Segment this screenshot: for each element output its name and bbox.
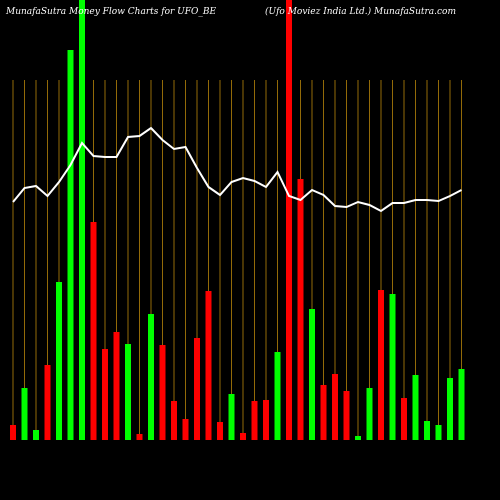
bar (228, 394, 235, 440)
bar (136, 434, 143, 440)
bar (240, 433, 246, 440)
bar (125, 344, 131, 440)
bar (10, 425, 16, 440)
bar (79, 0, 85, 440)
bar (113, 332, 120, 440)
bar (251, 401, 258, 440)
bar (401, 398, 407, 440)
bar (67, 50, 74, 440)
bar (286, 0, 292, 440)
bar (366, 388, 373, 440)
bar (148, 314, 154, 440)
plot-area (10, 0, 465, 440)
bar (205, 291, 212, 440)
bar (102, 349, 108, 440)
bar (159, 345, 166, 440)
bar (171, 401, 177, 440)
bar (194, 338, 200, 440)
bar (90, 222, 97, 440)
bar (21, 388, 28, 440)
bar (263, 400, 269, 440)
bar (447, 378, 453, 440)
bar (412, 375, 419, 440)
bar (332, 374, 338, 440)
bar (182, 419, 189, 440)
bar (56, 282, 62, 440)
bar (424, 421, 430, 440)
bar (309, 309, 315, 440)
bar (33, 430, 39, 440)
bar (274, 352, 281, 440)
chart-subtitle: (Ufo Moviez India Ltd.) MunafaSutra.com (265, 6, 456, 17)
chart-title: MunafaSutra Money Flow Charts for UFO_BE (5, 7, 216, 17)
bar (378, 290, 384, 440)
bar (320, 385, 327, 440)
bar (458, 369, 465, 440)
bar (297, 179, 304, 440)
bar (343, 391, 350, 440)
money-flow-line (12, 126, 462, 213)
bar (389, 294, 396, 440)
bar (44, 365, 51, 440)
bar (217, 422, 223, 440)
bar (355, 436, 361, 440)
bar (435, 425, 442, 440)
